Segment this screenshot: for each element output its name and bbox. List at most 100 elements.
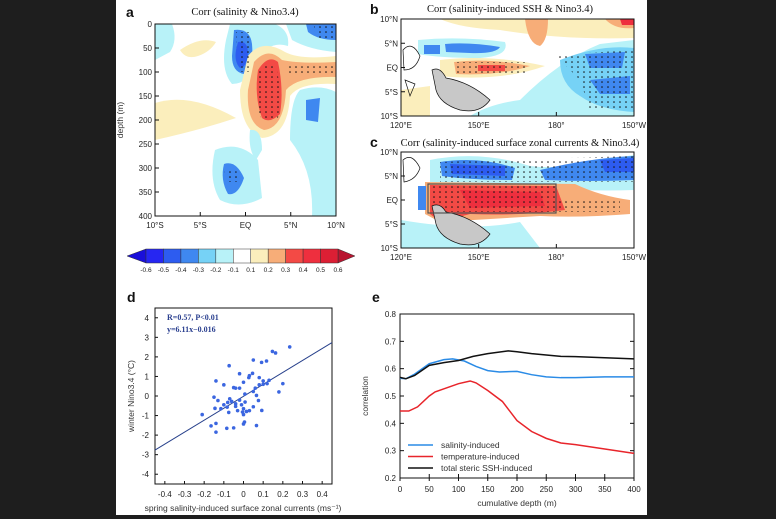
colorbar-swatch [180,248,199,264]
colorbar-label: 0.2 [264,267,273,274]
panel-c-contour-map [401,152,634,248]
scatter-point [241,412,246,417]
scatter-point [214,379,218,383]
scatter-point [247,408,252,413]
scatter-point [233,402,238,406]
panel-d-x-tick-label: 0.3 [297,490,309,499]
panel-a-x-tick-label: 10°S [146,221,163,230]
scatter-point [226,410,231,415]
panel-d-x-tick-label: 0 [241,490,246,499]
contour-region [155,24,175,60]
colorbar-label: 0.3 [281,267,290,274]
series-line-total-steric-ssh-induced [399,350,635,380]
scatter-point [247,375,251,380]
figure: a Corr (salinity & Nino3.4) depth (m) 0 5… [116,0,647,515]
scatter-point [233,386,238,390]
panel-d-y-tick-label: -1 [142,412,150,421]
panel-e-y-tick-label: 0.4 [385,419,397,428]
panel-e-x-tick-label: 300 [569,485,583,494]
scatter-point [257,375,262,380]
scatter-point [212,395,216,399]
panel-d-y-tick-label: 3 [145,333,150,342]
scatter-point [251,404,256,409]
scatter-point [222,403,226,407]
scatter-point [231,426,236,430]
colorbar-label: 0.6 [333,267,342,274]
scatter-point [250,371,255,376]
scatter-point [241,380,246,385]
panel-c-x-tick-label: 180° [548,253,565,262]
panel-d-y-tick-label: -2 [142,431,150,440]
panel-e-y-tick-label: 0.6 [385,365,397,374]
legend-label: total steric SSH-induced [441,463,532,473]
panel-b-x-tick-label: 120°E [390,121,412,130]
scatter-point [261,379,265,383]
scatter-point [243,392,247,396]
contour-region [249,129,262,160]
scatter-point [235,408,240,413]
colorbar-swatch [285,248,304,264]
legend-label: temperature-induced [441,452,520,462]
scatter-point [287,345,292,349]
significance-stipple [236,32,252,72]
scatter-point [257,383,262,387]
contour-region [322,195,336,216]
scatter-point [216,398,220,403]
scatter-point [259,408,264,413]
panel-e-y-tick-label: 0.5 [385,392,397,401]
colorbar-label: -0.5 [158,267,170,274]
scatter-point [222,383,226,387]
panel-e-y-tick-label: 0.2 [385,474,397,483]
significance-stipple [224,168,238,182]
colorbar-label: 0.4 [299,267,308,274]
panel-e-ylabel: correlation [360,376,370,416]
panel-a-x-tick-label: 5°N [284,221,298,230]
scatter-point [200,412,204,417]
panel-d-xlabel: spring salinity-induced surface zonal cu… [145,503,342,513]
significance-stipple [314,26,334,38]
scatter-point [244,409,249,414]
panel-c-y-tick-label: EQ [386,196,398,205]
panel-c-x-tick-label: 150°W [622,253,647,262]
panel-c-x-tick-label: 150°E [468,253,490,262]
scatter-point [277,390,281,394]
scatter-point [254,393,259,398]
colorbar-swatch [250,248,269,264]
colorbar-label: -0.3 [193,267,205,274]
colorbar-swatch [198,248,217,264]
colorbar-swatch [163,248,182,264]
panel-a-title: Corr (salinity & Nino3.4) [191,7,299,18]
panel-a-y-tick-label: 200 [139,116,153,125]
scatter-point [237,398,242,402]
scatter-point [227,363,231,368]
panel-a-y-tick-label: 0 [148,20,153,29]
panel-e-xlabel: cumulative depth (m) [477,498,557,508]
colorbar-label: -0.2 [210,267,222,274]
land-new-guinea [431,204,491,246]
scatter-point [225,400,230,405]
panel-d-x-tick-label: 0.2 [277,490,289,499]
colorbar-over-arrow [337,248,356,264]
scatter-point [219,406,223,411]
regression-line [154,342,333,451]
legend-label: salinity-induced [441,440,500,450]
colorbar-label: -0.6 [140,267,152,274]
scatter-point [251,389,256,394]
colorbar-swatch [215,248,234,264]
coastline [402,45,421,98]
scatter-point [264,359,269,363]
panel-c-y-tick-label: 10°N [380,148,398,157]
scatter-point [256,398,261,403]
panel-b-y-tick-label: 5°S [385,88,398,97]
panel-e-x-tick-label: 0 [398,485,403,494]
colorbar-label: 0.1 [246,267,255,274]
scatter-point [214,430,218,434]
contour-region [180,40,216,58]
panel-d-x-tick-label: 0.1 [258,490,270,499]
scatter-point [243,400,247,404]
scatter-point [213,406,217,411]
panel-e-x-tick-label: 200 [510,485,524,494]
panel-a-y-tick-label: 350 [139,188,153,197]
panel-a-y-tick-label: 50 [143,44,152,53]
scatter-point [214,421,218,426]
